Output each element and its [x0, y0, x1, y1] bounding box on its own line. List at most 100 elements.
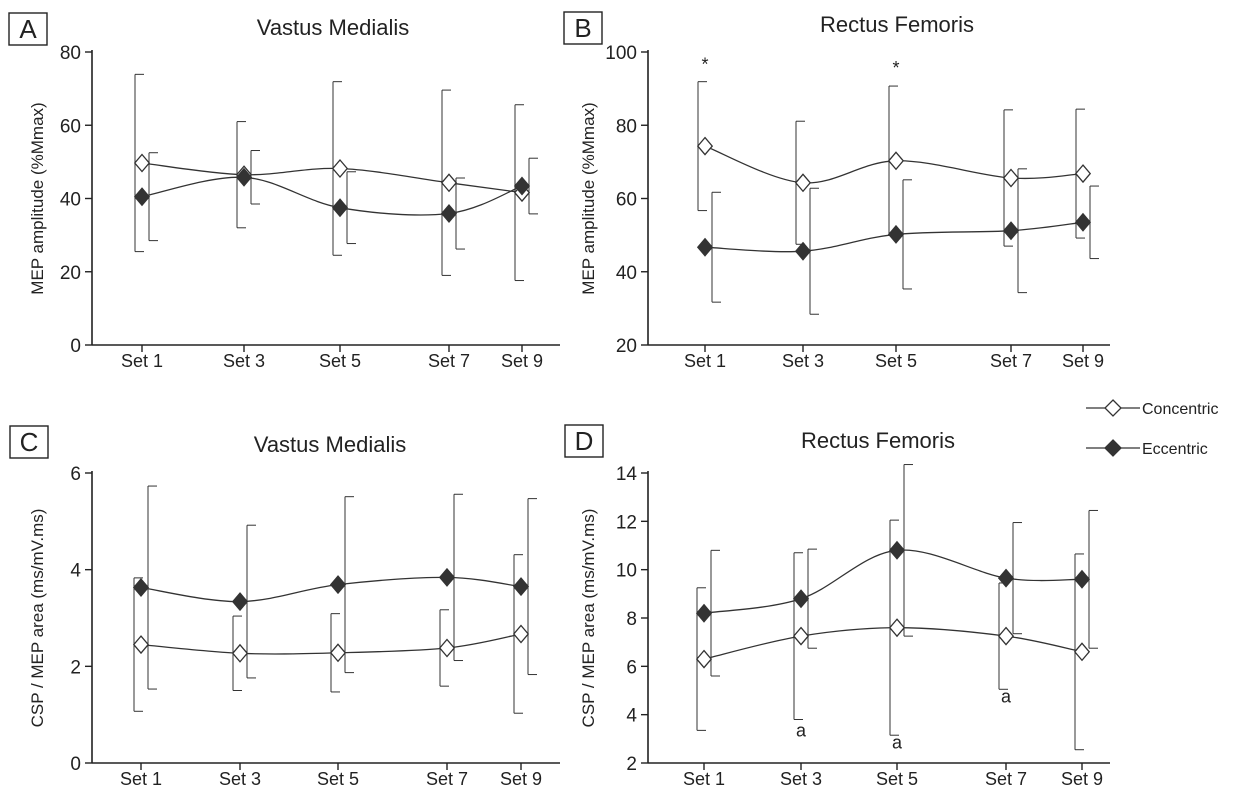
panel-b-point-concentric [887, 151, 905, 171]
panel-b-y-tick-label: 60 [616, 190, 637, 211]
panel-d-point-concentric [997, 626, 1015, 646]
panel-c-series-eccentric [132, 485, 537, 690]
panel-b-y-tick-label: 100 [605, 43, 637, 64]
legend-label-eccentric: Eccentric [1142, 441, 1208, 458]
panel-c-line-eccentric [140, 576, 522, 603]
panel-a-x-tick-label: Set 3 [223, 351, 265, 371]
panel-d-point-concentric [888, 618, 906, 638]
panel-a-y-tick-label: 80 [60, 43, 81, 64]
panel-a-point-eccentric [133, 187, 151, 207]
panel-d-point-concentric [1073, 642, 1091, 662]
panel-d-x-tick-label: Set 5 [876, 769, 918, 787]
panel-c-y-axis-label: CSP / MEP area (ms/mV.ms) [28, 509, 47, 728]
panel-a-letter: A [19, 14, 37, 44]
panel-a-x-tick-label: Set 5 [319, 351, 361, 371]
panel-b-annotation: * [701, 54, 708, 74]
panel-b-x-tick-label: Set 7 [990, 351, 1032, 371]
panel-b: B Rectus Femoris MEP amplitude (%Mmax) 20 40… [563, 11, 1110, 371]
panel-d-y-tick-label: 8 [626, 609, 637, 630]
panel-d-y-tick-label: 4 [626, 706, 637, 727]
panel-c-letter-box [9, 425, 49, 459]
panel-b-point-eccentric [887, 224, 905, 244]
panel-d-title: Rectus Femoris [801, 428, 955, 453]
panel-d-point-concentric [695, 649, 713, 669]
panel-d-x-tick-label: Set 9 [1061, 769, 1103, 787]
panel-c-point-concentric [231, 643, 249, 663]
legend-label-concentric: Concentric [1142, 401, 1218, 418]
panel-b-point-concentric [696, 136, 714, 156]
panel-d-x-tick-label: Set 7 [985, 769, 1027, 787]
panel-d-point-eccentric [888, 540, 906, 560]
panel-a-series-concentric [133, 73, 531, 282]
panel-a-x-tick-label: Set 7 [428, 351, 470, 371]
panel-c-letter: C [20, 427, 39, 457]
panel-a-y-tick-label: 0 [70, 336, 81, 357]
panel-a-point-eccentric [331, 198, 349, 218]
panel-c: C Vastus Medialis CSP / MEP area (ms/mV.ms… [9, 425, 560, 787]
panel-c-series-concentric [132, 554, 530, 714]
panel-d-letter: D [575, 426, 594, 456]
panel-c-point-concentric [329, 643, 347, 663]
panel-a-point-eccentric [235, 167, 253, 187]
panel-d-y-tick-label: 12 [616, 512, 637, 533]
panel-b-annotation: * [892, 58, 899, 78]
panel-a-title: Vastus Medialis [257, 15, 409, 40]
panel-a-point-eccentric [513, 176, 531, 196]
panel-b-letter-box [563, 11, 603, 45]
panel-a: A Vastus Medialis MEP amplitude (%Mmax) 0 20… [8, 12, 560, 371]
legend-marker-concentric [1104, 399, 1122, 417]
panel-d-point-eccentric [695, 603, 713, 623]
panel-a-point-eccentric [440, 203, 458, 224]
panel-d-series-eccentric [695, 464, 1098, 677]
panel-a-x-tick-label: Set 1 [121, 351, 163, 371]
panel-b-point-concentric [794, 173, 812, 193]
panel-b-letter: B [574, 13, 591, 43]
panel-d-y-tick-label: 10 [616, 561, 637, 582]
panel-a-y-tick-label: 60 [60, 116, 81, 137]
panel-d-y-tick-label: 6 [626, 657, 637, 678]
panel-d-y-tick-label: 2 [626, 754, 637, 775]
panel-c-point-eccentric [231, 592, 249, 612]
panel-c-y-tick-label: 4 [70, 561, 81, 582]
panel-b-point-eccentric [696, 237, 714, 257]
panel-b-point-eccentric [1002, 221, 1020, 241]
panels-layer: A Vastus Medialis MEP amplitude (%Mmax) 0 20… [8, 11, 1110, 787]
panel-c-x-tick-label: Set 9 [500, 769, 542, 787]
panel-c-x-tick-label: Set 7 [426, 769, 468, 787]
panel-c-x-tick-label: Set 3 [219, 769, 261, 787]
panel-b-y-tick-label: 40 [616, 263, 637, 284]
panel-b-x-tick-label: Set 1 [684, 351, 726, 371]
panel-a-y-tick-label: 20 [60, 263, 81, 284]
panel-d-annotation: a [796, 720, 807, 740]
panel-a-y-axis-label: MEP amplitude (%Mmax) [28, 102, 47, 294]
panel-d-y-axis-label: CSP / MEP area (ms/mV.ms) [579, 509, 598, 728]
panel-b-y-tick-label: 80 [616, 116, 637, 137]
panel-a-point-concentric [331, 158, 349, 179]
panel-c-point-eccentric [438, 567, 456, 587]
panel-a-x-tick-label: Set 9 [501, 351, 543, 371]
panel-c-point-concentric [132, 635, 150, 655]
panel-d-annotation: a [892, 733, 903, 753]
panel-d-point-eccentric [1073, 569, 1091, 589]
panel-d-series-concentric [695, 519, 1091, 751]
panel-a-series-eccentric [133, 150, 538, 250]
panel-b-series-eccentric [696, 168, 1099, 315]
panel-b-y-axis-label: MEP amplitude (%Mmax) [579, 102, 598, 294]
panel-b-series-concentric [696, 81, 1092, 247]
panel-a-point-concentric [133, 153, 151, 173]
panel-b-x-tick-label: Set 5 [875, 351, 917, 371]
panel-b-y-tick-label: 20 [616, 336, 637, 357]
panel-b-point-concentric [1074, 164, 1092, 184]
panel-c-y-tick-label: 2 [70, 657, 81, 678]
panel-b-x-tick-label: Set 9 [1062, 351, 1104, 371]
panel-d-point-concentric [792, 626, 810, 646]
panel-a-point-concentric [440, 173, 458, 193]
panel-c-point-concentric [512, 624, 530, 644]
legend-marker-eccentric [1104, 439, 1122, 457]
panel-b-point-eccentric [794, 241, 812, 261]
legend: Concentric Eccentric [1086, 399, 1218, 458]
panel-a-letter-box [8, 12, 48, 46]
panel-c-title: Vastus Medialis [254, 432, 406, 457]
panel-b-x-tick-label: Set 3 [782, 351, 824, 371]
